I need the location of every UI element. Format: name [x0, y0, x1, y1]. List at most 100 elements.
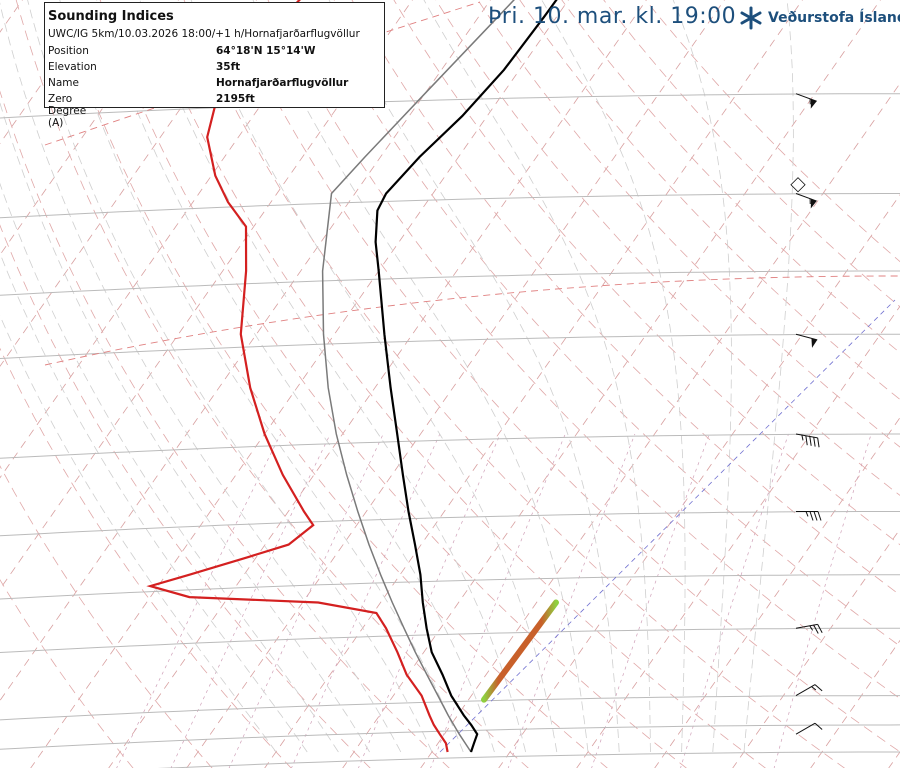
barb-flag: [805, 435, 808, 446]
info-value: Hornafjarðarflugvöllur: [216, 77, 349, 89]
isotherm-line: [498, 194, 900, 768]
reference-dashed-line: [44, 275, 900, 366]
isotherm-line: [0, 0, 491, 702]
moist-adiabat-line: [743, 0, 794, 753]
info-label: Zero Degree (A): [48, 93, 87, 129]
dry-adiabat-line: [309, 0, 900, 647]
isotherm-line: [108, 0, 647, 768]
wind-barb: [795, 684, 823, 697]
barb-staff: [795, 93, 817, 102]
barb-pennant: [810, 99, 817, 109]
moist-adiabat-line: [672, 0, 732, 753]
barb-half-flag: [809, 198, 811, 205]
mixing-ratio-line: [228, 433, 384, 768]
isobar-line: [0, 93, 900, 119]
barb-flag: [813, 624, 819, 634]
info-subtitle: UWC/IG 5km/10.03.2026 18:00/+1 h/Hornafj…: [48, 28, 360, 40]
moist-adiabat-line: [0, 182, 339, 753]
moist-adiabat-line: [0, 314, 277, 753]
isotherm-line: [30, 0, 569, 768]
barb-flag: [817, 437, 820, 448]
wind-barb: [795, 623, 823, 634]
tropopause-marker: [790, 177, 806, 193]
dry-adiabat-line: [351, 0, 900, 596]
dry-adiabat-line: [0, 90, 450, 768]
isotherm-line: [264, 0, 803, 768]
barb-half-flag: [809, 98, 811, 105]
wind-barb: [795, 722, 823, 735]
isobar-line: [0, 724, 900, 750]
mixing-ratio-line: [358, 433, 501, 768]
isobar-line: [0, 433, 900, 459]
dry-adiabat-line: [519, 0, 900, 401]
mixed-layer-line: [481, 599, 559, 703]
sounding-indices-box: Sounding Indices UWC/IG 5km/10.03.2026 1…: [44, 2, 385, 129]
isobar-line: [0, 574, 900, 600]
moist-adiabat-line: [328, 0, 620, 753]
dry-adiabat-line: [267, 0, 900, 699]
isotherm-line: [888, 751, 900, 768]
forecast-datetime: Þri. 10. mar. kl. 19:00: [488, 4, 737, 29]
dry-adiabat-line: [225, 0, 900, 753]
moist-adiabat-line: [139, 0, 526, 753]
info-title: Sounding Indices: [48, 9, 174, 24]
dry-adiabat-line: [435, 0, 900, 496]
barb-pennant: [811, 338, 818, 348]
barb-half-flag: [805, 511, 809, 517]
barb-flag: [809, 511, 814, 521]
dry-adiabat-line: [645, 0, 900, 263]
logo-text: Veðurstofa Íslands: [768, 10, 900, 26]
dry-adiabat-line: [183, 0, 846, 768]
barb-staff: [795, 684, 816, 697]
barb-pennant: [810, 198, 817, 209]
moist-adiabat-line: [0, 2, 402, 753]
dry-adiabat-line: [99, 0, 687, 768]
dry-adiabat-line: [15, 0, 529, 768]
info-label: Position: [48, 45, 89, 57]
moist-adiabat-line: [190, 0, 558, 753]
mixing-ratio-line: [507, 433, 636, 768]
isotherm-line: [576, 305, 900, 768]
barb-flag: [813, 437, 816, 447]
dry-adiabat-line: [603, 0, 900, 308]
isotherm-line: [420, 82, 900, 768]
dry-adiabat-line: [141, 0, 766, 768]
info-label: Name: [48, 77, 79, 89]
dry-adiabat-line: [0, 465, 213, 768]
wind-barb: [795, 193, 817, 209]
dry-adiabat-line: [393, 0, 900, 546]
mixing-ratio-line: [170, 433, 331, 768]
wind-barb: [795, 333, 818, 348]
moist-adiabat-line: [59, 0, 464, 753]
barb-half-flag: [809, 625, 814, 631]
barb-staff: [795, 722, 816, 735]
barb-flag: [817, 511, 822, 521]
dry-adiabat-line: [0, 224, 371, 768]
mixing-ratio-line: [591, 433, 710, 768]
wind-barb: [796, 510, 822, 521]
vedurstofa-logo: Veðurstofa Íslands: [738, 6, 900, 30]
barb-flag: [817, 624, 823, 633]
mixing-ratio-line: [116, 433, 282, 768]
isobar-line: [157, 751, 900, 768]
mixing-ratio-line: [680, 433, 789, 768]
wind-barbs: [790, 93, 823, 735]
temperature-curve: [374, 0, 558, 753]
isobar-line: [0, 333, 900, 359]
isotherm-line: [654, 416, 900, 768]
isotherm-line: [0, 0, 413, 590]
barb-flag: [809, 436, 812, 446]
barb-half-flag: [811, 686, 817, 691]
info-value: 35ft: [216, 61, 241, 73]
dry-adiabat-line: [57, 0, 608, 768]
isotherm-line: [342, 0, 881, 768]
info-value: 2195ft: [216, 93, 255, 105]
mixing-ratio-line: [773, 433, 872, 768]
moist-adiabat-line: [541, 0, 686, 753]
dry-adiabat-line: [561, 0, 900, 354]
barb-staff: [795, 193, 817, 202]
moist-adiabat-line: [252, 0, 589, 753]
moist-adiabat-line: [27, 0, 433, 753]
moist-adiabat-line: [0, 101, 370, 753]
